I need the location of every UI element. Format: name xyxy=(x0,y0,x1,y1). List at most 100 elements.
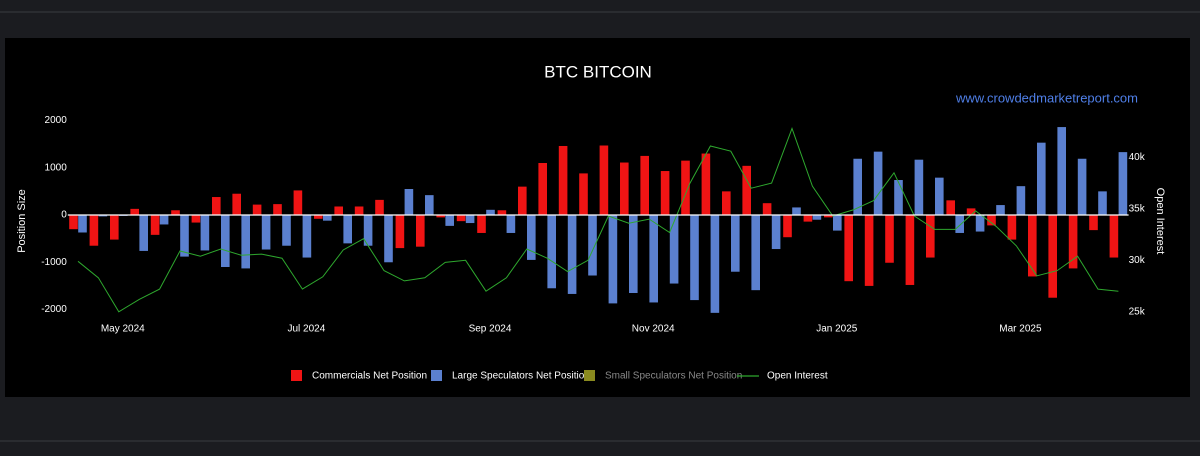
y-tick-label: 0 xyxy=(61,210,67,221)
bar xyxy=(363,215,373,246)
bar xyxy=(1037,142,1046,215)
bar xyxy=(538,163,547,215)
bar xyxy=(762,203,772,215)
bar xyxy=(690,215,699,301)
bar xyxy=(640,155,649,215)
bar xyxy=(1109,215,1119,258)
bar xyxy=(955,215,964,233)
bar xyxy=(742,165,751,215)
bar xyxy=(660,171,670,215)
bar xyxy=(518,186,527,215)
y-tick-label: -2000 xyxy=(41,304,67,315)
bar xyxy=(273,204,282,215)
annotation: www.crowdedmarketreport.com xyxy=(955,90,1138,105)
bar xyxy=(171,210,180,215)
bar xyxy=(302,215,312,258)
bar xyxy=(844,215,853,282)
bar xyxy=(477,215,486,233)
y-tick-label: 1000 xyxy=(45,162,68,173)
bar xyxy=(1077,158,1087,215)
bar xyxy=(599,145,609,215)
bar xyxy=(436,215,445,218)
bar xyxy=(527,215,536,260)
bar xyxy=(669,215,679,284)
bar xyxy=(558,145,568,215)
bar xyxy=(261,215,271,250)
legend-label: Commercials Net Position xyxy=(312,371,427,382)
legend-swatch xyxy=(584,370,595,381)
bar xyxy=(425,195,434,215)
bar xyxy=(731,215,740,272)
y-tick-label: 2000 xyxy=(45,115,68,126)
bar xyxy=(180,215,189,257)
bar xyxy=(69,215,78,230)
bar xyxy=(579,173,588,215)
bar xyxy=(987,215,996,226)
bar xyxy=(751,215,760,291)
bar xyxy=(547,215,556,289)
bar xyxy=(783,215,792,238)
bar xyxy=(1016,186,1026,215)
bar xyxy=(1057,127,1066,215)
bar xyxy=(395,215,405,249)
legend-swatch xyxy=(291,370,302,381)
bar xyxy=(212,197,221,215)
bar xyxy=(1028,215,1037,277)
bar xyxy=(608,215,618,304)
bar xyxy=(1048,215,1057,298)
legend-label: Large Speculators Net Position xyxy=(452,371,590,382)
bar xyxy=(864,215,874,286)
bar xyxy=(456,215,466,222)
bar xyxy=(293,190,303,215)
bar xyxy=(588,215,597,276)
bar xyxy=(506,215,516,233)
bar xyxy=(710,215,720,313)
bar xyxy=(221,215,230,267)
bar xyxy=(885,215,894,263)
bar xyxy=(314,215,323,219)
bar xyxy=(354,206,364,215)
bar xyxy=(629,215,638,293)
bar xyxy=(914,159,924,215)
bar xyxy=(1007,215,1017,240)
y-axis-title: Position Size xyxy=(16,189,28,253)
bar xyxy=(894,180,903,215)
bar xyxy=(404,189,414,215)
legend-swatch xyxy=(431,370,442,381)
bar xyxy=(649,215,658,303)
bar xyxy=(98,215,108,217)
bar xyxy=(926,215,935,258)
bar xyxy=(1068,215,1078,269)
bar xyxy=(966,208,976,215)
bar xyxy=(701,153,711,215)
bar xyxy=(159,215,169,225)
bar xyxy=(1098,191,1107,215)
bar xyxy=(139,215,148,251)
line xyxy=(77,127,1119,313)
bar xyxy=(812,215,822,220)
legend-label: Small Speculators Net Position xyxy=(605,371,742,382)
x-tick-label: May 2024 xyxy=(101,324,145,335)
x-tick-label: Sep 2024 xyxy=(469,324,512,335)
y2-tick-label: 25k xyxy=(1129,306,1146,317)
bar xyxy=(771,215,781,250)
bar xyxy=(996,205,1005,215)
bar xyxy=(241,215,250,269)
bar xyxy=(323,215,332,221)
bar xyxy=(343,215,352,244)
bar xyxy=(232,193,241,215)
bar xyxy=(486,209,495,215)
bar xyxy=(803,215,813,222)
bar xyxy=(620,162,629,215)
bar xyxy=(334,206,343,215)
bar xyxy=(130,208,139,215)
x-tick-label: Jul 2024 xyxy=(287,324,325,335)
bar xyxy=(78,215,87,233)
legend-label: Open Interest xyxy=(767,371,828,382)
bar xyxy=(497,210,507,215)
bar xyxy=(445,215,454,226)
bar xyxy=(1118,152,1128,215)
bar xyxy=(89,215,99,246)
